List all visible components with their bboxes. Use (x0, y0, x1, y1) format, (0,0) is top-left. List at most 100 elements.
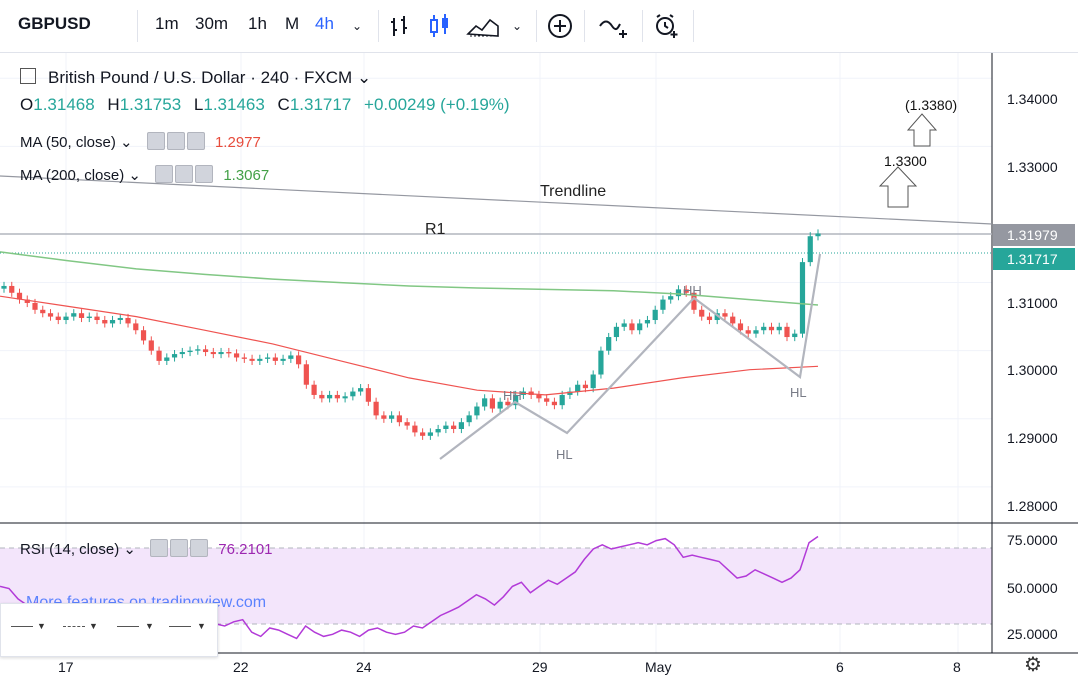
candle-body (365, 388, 371, 402)
candle-body (358, 388, 364, 392)
r1-price-badge (993, 224, 1075, 246)
bar-chart-style-icon[interactable] (388, 12, 416, 40)
candle-body (489, 398, 495, 409)
line-end-arrow-icon[interactable] (169, 626, 191, 627)
candles-chart-style-icon[interactable] (426, 12, 454, 40)
candle-body (280, 358, 286, 361)
candle-body (792, 333, 798, 338)
ma50-legend[interactable]: MA (50, close) ⌄ 1.2977 (20, 132, 261, 154)
candle-body (156, 350, 162, 361)
candle-body (668, 296, 674, 300)
candle-body (722, 313, 728, 317)
interval-4h-button[interactable]: 4h (315, 14, 334, 33)
line-end-dot-icon[interactable] (117, 626, 139, 627)
close-icon[interactable] (195, 165, 214, 183)
chart-area[interactable]: Trendline R1 HH HL HH HL 1.3300 (1.3380)… (0, 53, 1078, 691)
alert-add-icon[interactable] (652, 12, 680, 40)
eye-icon[interactable] (155, 165, 174, 183)
chevron-down-icon[interactable]: ▼ (89, 621, 98, 631)
line-style-toolbar: ▼ ▼ ▼ ▼ (0, 603, 218, 657)
candle-body (249, 358, 255, 361)
interval-dropdown-chevron-icon[interactable]: ⌄ (352, 19, 363, 33)
interval-month-button[interactable]: M (285, 14, 300, 33)
candle-body (16, 292, 23, 300)
close-icon[interactable] (186, 132, 205, 150)
candle-body (482, 398, 488, 407)
open-label: O (20, 95, 34, 114)
candle-body (606, 337, 612, 351)
gear-icon[interactable] (166, 132, 185, 150)
candle-body (272, 357, 278, 361)
candle-body (528, 391, 534, 395)
last-price-badge (993, 248, 1075, 270)
open-value: 1.31468 (33, 95, 95, 114)
candle-body (497, 401, 503, 409)
candle-body (776, 326, 782, 331)
interval-1m-button[interactable]: 1m (155, 14, 179, 33)
price-tick: 1.29000 (1007, 430, 1058, 446)
candle-body (389, 415, 395, 419)
candle-body (753, 330, 759, 334)
gear-icon[interactable] (175, 165, 194, 183)
swing-zigzag[interactable] (439, 253, 822, 460)
candle-body (78, 313, 85, 318)
candle-body (691, 292, 697, 310)
eye-icon[interactable] (146, 132, 165, 150)
candle-body (117, 317, 123, 321)
chevron-down-icon[interactable]: ▼ (37, 621, 46, 631)
interval-1h-button[interactable]: 1h (248, 14, 267, 33)
legend-title-chevron-icon[interactable]: ⌄ (356, 68, 372, 87)
price-axis[interactable]: 1.34000 1.33000 1.31000 1.30000 1.29000 … (993, 91, 1075, 642)
toolbar: GBPUSD 1m 30m 1h M 4h ⌄ ⌄ (0, 0, 1078, 53)
toolbar-separator (693, 10, 694, 42)
candle-body (807, 236, 813, 263)
symbol-legend[interactable]: British Pound / U.S. Dollar · 240 · FXCM… (20, 68, 371, 88)
hl-label-1: HL (556, 447, 573, 462)
ma200-chevron-icon[interactable]: ⌄ (128, 166, 141, 184)
candle-body (396, 415, 402, 423)
ma50-chevron-icon[interactable]: ⌄ (120, 133, 133, 151)
candle-body (55, 316, 61, 321)
indicators-add-icon[interactable] (546, 12, 574, 40)
compare-add-icon[interactable] (598, 12, 632, 40)
candle-body (303, 364, 309, 385)
target-arrow-1[interactable] (878, 166, 918, 208)
trendline[interactable] (0, 175, 993, 225)
candle-body (551, 401, 558, 406)
chevron-down-icon[interactable]: ▼ (145, 621, 154, 631)
interval-30m-button[interactable]: 30m (195, 14, 229, 33)
candle-body (412, 425, 418, 433)
candle-body (334, 394, 340, 399)
candle-body (1, 285, 7, 289)
candle-body (24, 299, 30, 303)
time-axis[interactable]: 17 22 24 29 May 6 8 (58, 659, 961, 675)
symbol-search-button[interactable]: GBPUSD (18, 14, 91, 33)
ma200-legend[interactable]: MA (200, close) ⌄ 1.3067 (20, 165, 269, 187)
legend-title: British Pound / U.S. Dollar · 240 · FXCM (48, 68, 353, 87)
chart-style-dropdown-chevron-icon[interactable]: ⌄ (512, 19, 523, 33)
line-style-dashed-icon[interactable] (63, 626, 85, 627)
candle-body (164, 357, 170, 361)
collapse-legend-icon[interactable] (20, 68, 36, 84)
rsi-legend[interactable]: RSI (14, close) ⌄ 76.2101 (20, 539, 273, 561)
toolbar-separator (378, 10, 379, 42)
candle-body (226, 352, 232, 354)
eye-icon[interactable] (150, 539, 169, 557)
target-arrow-2[interactable] (906, 113, 938, 147)
toolbar-separator (642, 10, 643, 42)
candle-body (544, 398, 550, 402)
chevron-down-icon[interactable]: ▼ (197, 621, 206, 631)
close-icon[interactable] (190, 539, 209, 557)
rsi-value: 76.2101 (218, 540, 273, 558)
candle-body (187, 350, 193, 353)
rsi-chevron-icon[interactable]: ⌄ (123, 540, 136, 558)
close-value: 1.31717 (289, 95, 352, 114)
price-tick: 1.30000 (1007, 362, 1058, 378)
candle-body (644, 320, 651, 324)
area-chart-style-icon[interactable] (466, 12, 500, 40)
candle-body (202, 349, 209, 353)
gear-icon[interactable] (170, 539, 189, 557)
line-style-solid-icon[interactable] (11, 626, 33, 627)
settings-gear-icon[interactable]: ⚙ (1024, 654, 1042, 676)
rsi-tick: 75.0000 (1007, 532, 1058, 548)
